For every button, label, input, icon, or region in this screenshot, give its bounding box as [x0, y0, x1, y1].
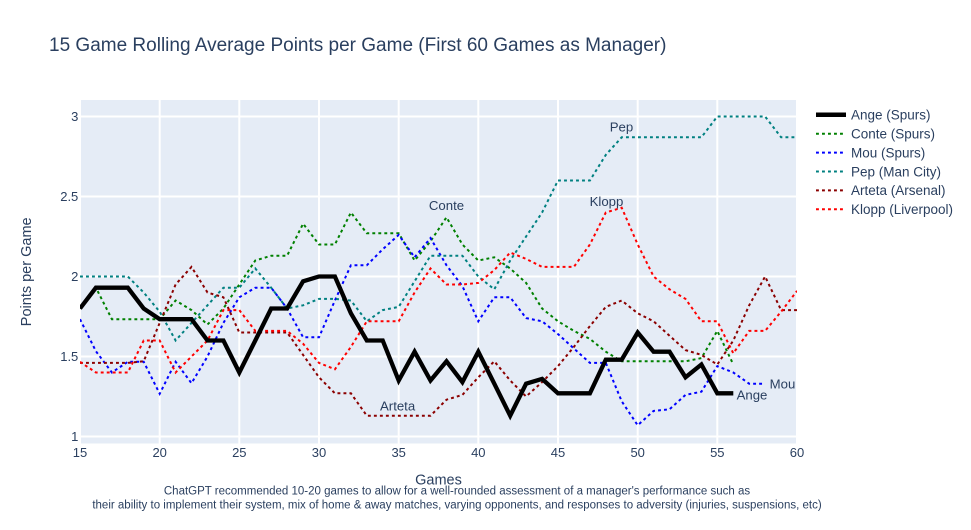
svg-text:Mou (Spurs): Mou (Spurs)	[851, 145, 925, 160]
svg-text:Mou: Mou	[770, 377, 796, 392]
svg-text:Arteta: Arteta	[380, 398, 416, 413]
svg-text:2.5: 2.5	[60, 189, 78, 204]
svg-text:35: 35	[391, 445, 405, 460]
svg-text:Ange: Ange	[737, 388, 768, 403]
svg-text:Klopp (Liverpool): Klopp (Liverpool)	[851, 202, 953, 217]
svg-text:Conte (Spurs): Conte (Spurs)	[851, 127, 935, 142]
svg-text:their ability to implement the: their ability to implement their system,…	[92, 500, 821, 512]
svg-text:Klopp: Klopp	[590, 194, 624, 209]
svg-text:55: 55	[710, 445, 724, 460]
svg-text:15: 15	[73, 445, 87, 460]
svg-text:40: 40	[471, 445, 485, 460]
svg-text:20: 20	[152, 445, 166, 460]
svg-text:3: 3	[71, 109, 78, 124]
svg-text:25: 25	[232, 445, 246, 460]
svg-text:1.5: 1.5	[60, 349, 78, 364]
svg-text:Arteta (Arsenal): Arteta (Arsenal)	[851, 183, 946, 198]
svg-text:Conte: Conte	[429, 198, 464, 213]
svg-text:15 Game Rolling Average Points: 15 Game Rolling Average Points per Game …	[49, 35, 666, 56]
svg-text:ChatGPT recommended 10-20 game: ChatGPT recommended 10-20 games to allow…	[164, 486, 750, 498]
svg-text:2: 2	[71, 269, 78, 284]
svg-text:1: 1	[71, 429, 78, 444]
svg-text:Pep (Man City): Pep (Man City)	[851, 164, 941, 179]
svg-text:Ange (Spurs): Ange (Spurs)	[851, 108, 931, 123]
svg-text:60: 60	[790, 445, 804, 460]
svg-text:50: 50	[630, 445, 644, 460]
svg-text:Pep: Pep	[610, 119, 633, 134]
svg-text:30: 30	[312, 445, 326, 460]
svg-text:Points per Game: Points per Game	[19, 217, 35, 326]
svg-text:45: 45	[551, 445, 565, 460]
svg-text:Games: Games	[415, 473, 462, 489]
